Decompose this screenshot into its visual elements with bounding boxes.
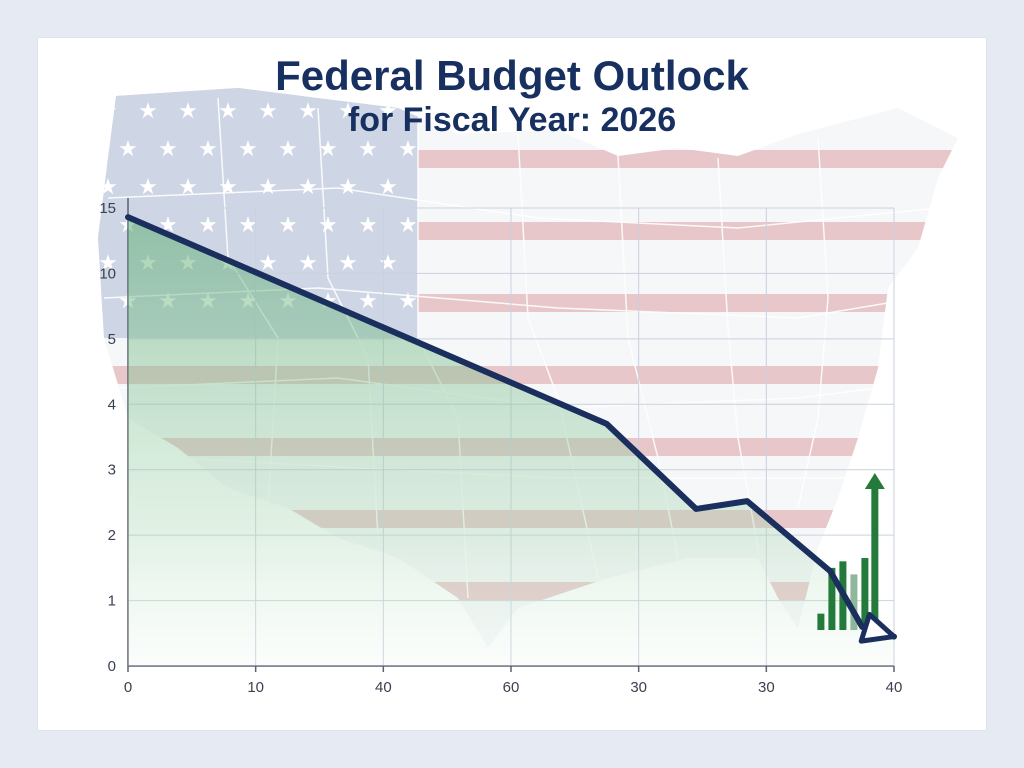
accent-bar	[817, 613, 825, 631]
accent-bar	[850, 574, 858, 631]
series-line	[125, 214, 897, 640]
svg-text:★: ★	[298, 174, 318, 199]
svg-text:★: ★	[318, 136, 338, 161]
svg-text:★: ★	[98, 174, 118, 199]
x-tick-label: 40	[375, 679, 392, 696]
y-tick-label: 5	[108, 331, 116, 348]
svg-text:★: ★	[358, 212, 378, 237]
svg-text:★: ★	[398, 212, 418, 237]
svg-text:★: ★	[178, 174, 198, 199]
svg-text:★: ★	[118, 136, 138, 161]
y-tick-label: 15	[99, 200, 116, 217]
chart-svg: ★★★★★★★★★★★★★★★★★★★★★★★★★★★★★★★★★★★★★★★★…	[98, 88, 958, 696]
chart-subtitle: for Fiscal Year: 2026	[347, 101, 677, 139]
up-arrow-icon	[864, 472, 885, 631]
x-tick-label: 30	[758, 679, 775, 696]
svg-text:★: ★	[278, 136, 298, 161]
svg-text:★: ★	[338, 98, 358, 123]
svg-text:★: ★	[218, 174, 238, 199]
svg-text:★: ★	[198, 136, 218, 161]
y-tick-label: 2	[108, 527, 116, 544]
svg-text:★: ★	[378, 174, 398, 199]
accent-bar	[861, 558, 869, 631]
svg-text:★: ★	[238, 212, 258, 237]
svg-text:★: ★	[398, 288, 418, 313]
svg-text:★: ★	[298, 98, 318, 123]
svg-text:★: ★	[398, 136, 418, 161]
title-block: Federal Budget Outlock for Fiscal Year: …	[38, 52, 986, 140]
trend-end-arrow-icon	[858, 611, 897, 644]
svg-text:★: ★	[158, 136, 178, 161]
svg-text:★: ★	[98, 250, 118, 275]
svg-text:★: ★	[258, 250, 278, 275]
y-tick-label: 3	[108, 462, 116, 479]
svg-text:★: ★	[218, 98, 238, 123]
x-tick-label: 30	[630, 679, 647, 696]
svg-text:★: ★	[278, 212, 298, 237]
svg-text:★: ★	[358, 288, 378, 313]
series-area	[128, 217, 894, 666]
svg-text:★: ★	[338, 250, 358, 275]
svg-text:★: ★	[338, 174, 358, 199]
svg-text:★: ★	[258, 98, 278, 123]
x-axis: 0 10 40 60 30 30 40	[124, 665, 903, 696]
svg-text:★: ★	[318, 212, 338, 237]
svg-text:★: ★	[238, 136, 258, 161]
svg-text:★: ★	[358, 136, 378, 161]
chart-card: ★★★★★★★★★★★★★★★★★★★★★★★★★★★★★★★★★★★★★★★★…	[38, 38, 986, 730]
svg-text:★: ★	[198, 212, 218, 237]
svg-text:★: ★	[378, 250, 398, 275]
svg-text:★: ★	[258, 174, 278, 199]
svg-text:★: ★	[298, 250, 318, 275]
x-tick-label: 40	[886, 679, 903, 696]
x-tick-label: 10	[247, 679, 264, 696]
svg-text:★: ★	[138, 174, 158, 199]
y-tick-label: 10	[99, 265, 116, 282]
x-tick-label: 0	[124, 679, 132, 696]
x-tick-label: 60	[503, 679, 520, 696]
accent-bar	[828, 567, 836, 631]
chart-title: Federal Budget Outlock	[275, 52, 749, 99]
y-tick-label: 0	[108, 658, 116, 675]
svg-text:★: ★	[178, 98, 198, 123]
svg-text:★: ★	[138, 98, 158, 123]
y-tick-label: 1	[108, 593, 116, 610]
y-tick-label: 4	[108, 396, 116, 413]
